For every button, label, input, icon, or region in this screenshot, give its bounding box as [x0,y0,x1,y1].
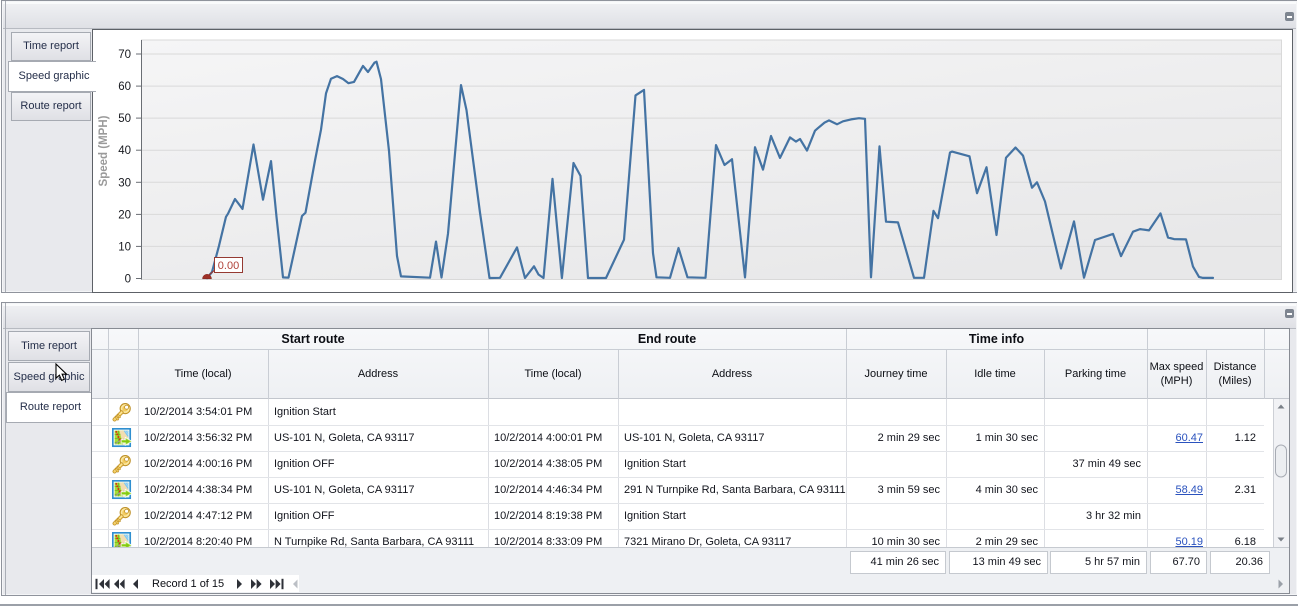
svg-text:30: 30 [118,177,131,189]
svg-text:20: 20 [118,209,131,221]
svg-text:40: 40 [118,145,131,157]
svg-text:70: 70 [118,49,131,61]
svg-text:0: 0 [125,274,131,286]
svg-text:0.00: 0.00 [218,260,239,272]
svg-text:50: 50 [118,113,131,125]
svg-text:10: 10 [118,241,131,253]
svg-text:60: 60 [118,81,131,93]
svg-text:Speed (MPH): Speed (MPH) [98,115,110,186]
